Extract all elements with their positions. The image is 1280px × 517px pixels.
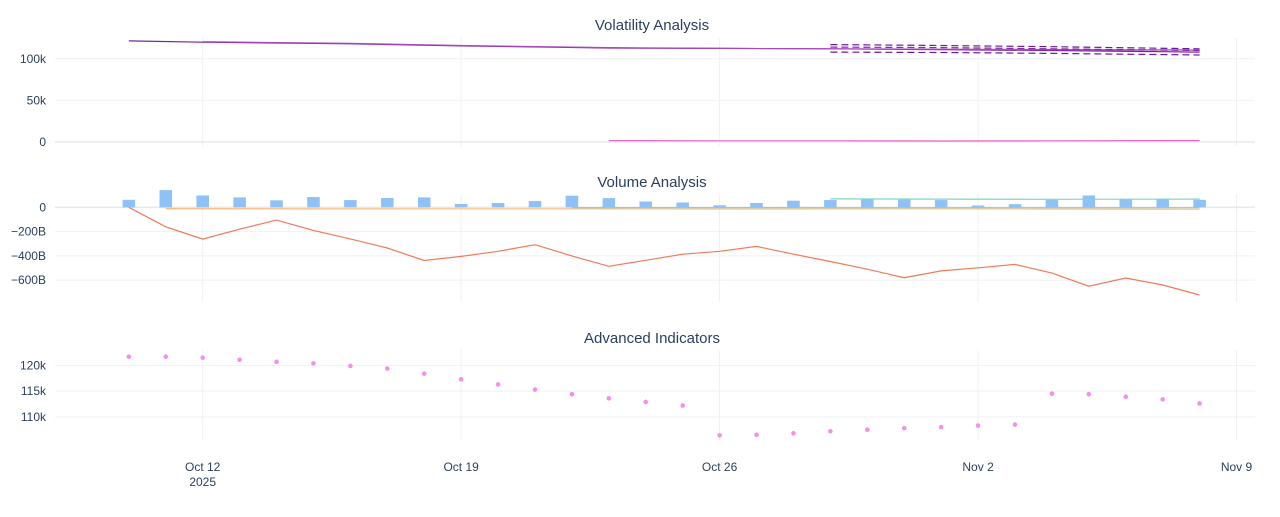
indicator-point-4 <box>237 357 242 362</box>
x-tick-label-3: Oct 26 <box>702 460 738 474</box>
indicator-point-14 <box>607 396 612 401</box>
y-tick-label-1-2: 50k <box>27 93 47 107</box>
indicator-point-21 <box>865 427 870 432</box>
volume-bar-11 <box>492 203 505 207</box>
volume-bar-6 <box>307 197 320 207</box>
y-tick-label-3-1: 110k <box>21 410 47 424</box>
indicator-point-12 <box>533 387 538 392</box>
series-line-1-5 <box>830 52 1199 55</box>
series-line-2-2 <box>166 209 1200 210</box>
indicator-point-26 <box>1050 391 1055 396</box>
volume-bar-10 <box>455 204 468 207</box>
volume-bar-7 <box>344 200 357 207</box>
series-line-1-2 <box>203 42 1200 50</box>
volume-bar-24 <box>972 206 985 208</box>
volume-bar-1 <box>123 200 136 208</box>
volume-bar-15 <box>639 202 652 208</box>
volume-bar-23 <box>935 200 948 207</box>
indicator-point-11 <box>496 382 501 387</box>
y-tick-label-1-1: 0 <box>39 135 46 149</box>
volume-bar-13 <box>566 196 579 208</box>
volume-bar-28 <box>1119 199 1132 207</box>
volume-bar-16 <box>676 202 689 207</box>
indicator-point-7 <box>348 364 353 369</box>
y-tick-label-2-2: −200B <box>11 225 46 239</box>
y-tick-label-2-3: −400B <box>11 249 46 263</box>
panel-title-1: Volatility Analysis <box>595 17 709 34</box>
indicator-point-18 <box>754 433 759 438</box>
volume-bar-19 <box>787 201 800 208</box>
y-tick-label-2-1: 0 <box>39 200 46 214</box>
indicator-point-24 <box>976 423 981 428</box>
volume-bar-26 <box>1046 200 1059 208</box>
y-tick-label-1-3: 100k <box>20 52 47 66</box>
indicator-point-19 <box>791 431 796 436</box>
indicator-point-20 <box>828 429 833 434</box>
indicator-point-30 <box>1197 401 1202 406</box>
indicator-point-29 <box>1160 397 1165 402</box>
volume-bar-22 <box>898 200 911 208</box>
volume-bar-18 <box>750 203 763 207</box>
series-line-2-1 <box>129 207 1200 295</box>
volume-bar-25 <box>1009 204 1022 207</box>
indicator-point-1 <box>127 354 132 359</box>
indicator-point-9 <box>422 371 427 376</box>
series-line-1-3 <box>830 45 1199 49</box>
indicator-point-28 <box>1123 395 1128 400</box>
indicator-point-17 <box>717 433 722 438</box>
indicator-point-13 <box>570 392 575 397</box>
indicator-point-25 <box>1013 422 1018 427</box>
indicator-point-6 <box>311 361 316 366</box>
indicator-point-22 <box>902 426 907 431</box>
volume-bar-21 <box>861 199 874 207</box>
x-year-label: 2025 <box>189 475 216 489</box>
x-tick-label-2: Oct 19 <box>443 460 479 474</box>
panel-title-3: Advanced Indicators <box>584 330 720 347</box>
volume-bar-12 <box>529 201 542 207</box>
indicator-point-2 <box>163 354 168 359</box>
indicator-point-16 <box>680 403 685 408</box>
series-line-1-6 <box>609 141 1200 142</box>
volume-bar-3 <box>196 195 209 207</box>
x-tick-label-4: Nov 2 <box>962 460 994 474</box>
x-tick-label-5: Nov 9 <box>1221 460 1253 474</box>
x-tick-label-1: Oct 12 <box>185 460 221 474</box>
panel-title-2: Volume Analysis <box>597 174 706 191</box>
indicator-point-8 <box>385 366 390 371</box>
volume-bar-5 <box>270 200 283 207</box>
indicator-point-10 <box>459 377 464 382</box>
indicator-point-23 <box>939 425 944 430</box>
volume-bar-29 <box>1156 199 1169 207</box>
volume-bar-9 <box>418 197 431 207</box>
volume-bar-8 <box>381 198 394 207</box>
volume-bar-14 <box>603 198 616 207</box>
y-tick-label-2-4: −600B <box>11 273 46 287</box>
volume-bar-20 <box>824 200 837 207</box>
volume-bar-30 <box>1193 200 1206 208</box>
y-tick-label-3-2: 115k <box>21 384 47 398</box>
volume-bar-2 <box>159 190 172 207</box>
y-tick-label-3-3: 120k <box>20 358 47 372</box>
volume-bar-4 <box>233 197 246 207</box>
indicator-point-15 <box>643 400 648 405</box>
indicator-point-3 <box>200 355 205 360</box>
volume-bar-27 <box>1083 195 1096 207</box>
indicator-point-5 <box>274 360 279 365</box>
indicator-point-27 <box>1087 392 1092 397</box>
